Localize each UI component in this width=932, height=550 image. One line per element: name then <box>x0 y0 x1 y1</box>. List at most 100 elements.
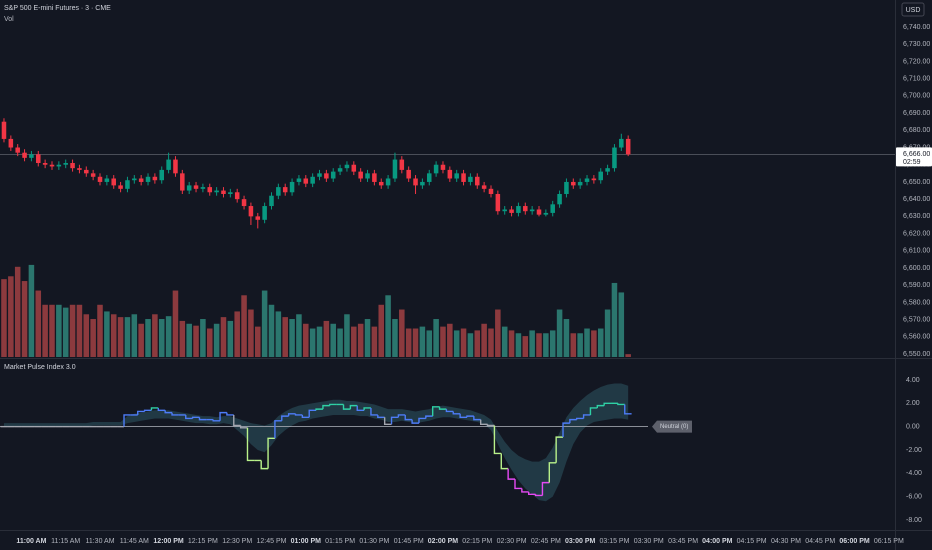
price-tick-label: 6,710.00 <box>903 76 930 83</box>
currency-label[interactable]: USD <box>906 7 921 14</box>
candle-body <box>207 187 213 193</box>
volume-bar <box>56 304 62 357</box>
price-tick-label: 6,620.00 <box>903 230 930 237</box>
indicator-step <box>322 404 330 410</box>
volume-bar <box>399 309 405 357</box>
indicator-step <box>143 409 152 412</box>
time-tick-label: 11:00 AM <box>16 538 46 545</box>
indicator-step <box>342 404 351 410</box>
time-tick-label: 03:00 PM <box>565 538 596 545</box>
candle-body <box>571 181 576 186</box>
volume-bar <box>76 304 83 357</box>
candle-body <box>269 195 274 207</box>
indicator-tick-label: 2.00 <box>906 400 920 407</box>
currency-button[interactable] <box>901 2 925 17</box>
price-tick-label: 6,640.00 <box>903 196 930 203</box>
candle-body <box>550 204 555 213</box>
candle-body <box>36 154 41 164</box>
indicator-step <box>534 494 543 497</box>
time-tick-label: 06:00 PM <box>839 538 870 545</box>
volume-bar <box>460 328 467 357</box>
candle-body <box>228 192 233 194</box>
candle-body <box>200 187 206 189</box>
volume-bar <box>447 323 453 357</box>
candle-body <box>461 173 466 182</box>
candle-body <box>426 173 432 182</box>
indicator-step <box>438 406 447 410</box>
candle-body <box>303 178 309 184</box>
time-tick-label: 04:00 PM <box>702 538 733 545</box>
price-tick-label: 6,570.00 <box>903 316 930 323</box>
time-tick-label: 12:45 PM <box>257 538 287 545</box>
candle-body <box>481 185 487 189</box>
candle-body <box>625 138 631 155</box>
candle-body <box>433 164 439 174</box>
volume-bar <box>309 328 316 357</box>
indicator-step <box>377 414 385 418</box>
indicator-tick-label: 4.00 <box>906 377 920 384</box>
candle-body <box>543 212 549 215</box>
indicator-title: Market Pulse Index 3.0 <box>4 364 76 371</box>
candle-body <box>584 178 590 182</box>
candle-body <box>392 159 398 179</box>
candle-body <box>591 178 597 181</box>
volume-bar <box>234 311 240 357</box>
time-tick-label: 03:30 PM <box>634 538 664 545</box>
volume-bar <box>206 328 213 357</box>
volume-bar <box>591 330 597 357</box>
time-tick-label: 02:30 PM <box>497 538 527 545</box>
candle-body <box>385 178 391 186</box>
indicator-step <box>479 419 488 425</box>
candle-body <box>152 176 158 181</box>
price-tick-label: 6,700.00 <box>903 93 930 100</box>
volume-bar <box>433 319 439 357</box>
time-tick-label: 01:00 PM <box>291 538 322 545</box>
candle-body <box>159 169 165 181</box>
candle-body <box>276 187 281 196</box>
indicator-step <box>363 407 371 411</box>
indicator-step <box>507 468 515 480</box>
indicator-step <box>315 408 323 411</box>
time-tick-label: 12:15 PM <box>188 538 218 545</box>
volume-bar <box>440 326 446 357</box>
indicator-step <box>418 417 426 424</box>
price-tick-label: 6,720.00 <box>903 58 930 65</box>
candle-body <box>399 159 405 170</box>
volume-legend: Vol <box>4 16 14 23</box>
volume-bar <box>392 319 398 357</box>
indicator-step <box>617 403 625 406</box>
volume-bar <box>275 311 282 357</box>
indicator-tick-label: -6.00 <box>906 493 922 500</box>
candle-body <box>502 209 507 212</box>
volume-bar <box>289 319 295 357</box>
indicator-step <box>466 415 474 418</box>
indicator-step <box>528 491 536 495</box>
volume-bar <box>563 319 570 357</box>
volume-bar <box>165 316 172 357</box>
candle-body <box>406 169 411 179</box>
indicator-step <box>459 413 467 418</box>
volume-bar <box>255 326 261 357</box>
volume-bar <box>412 328 419 357</box>
candle-body <box>90 173 96 177</box>
volume-bar <box>21 281 28 357</box>
volume-bar <box>268 304 275 357</box>
candle-body <box>324 173 329 179</box>
candle-body <box>495 193 501 212</box>
candle-body <box>186 185 192 191</box>
indicator-step <box>150 407 159 411</box>
volume-bar <box>172 290 179 357</box>
volume-bar <box>138 323 144 357</box>
last-price-label: 6,666.00 <box>903 151 930 158</box>
candle-body <box>605 168 610 172</box>
indicator-step <box>164 410 173 414</box>
candle-body <box>49 164 55 167</box>
time-tick-label: 04:30 PM <box>771 538 801 545</box>
volume-bar <box>584 328 590 357</box>
candle-body <box>84 169 89 174</box>
volume-bar <box>357 323 364 357</box>
volume-bar <box>364 319 371 357</box>
indicator-step <box>431 406 440 417</box>
time-tick-label: 02:15 PM <box>462 538 492 545</box>
time-tick-label: 03:45 PM <box>668 538 698 545</box>
